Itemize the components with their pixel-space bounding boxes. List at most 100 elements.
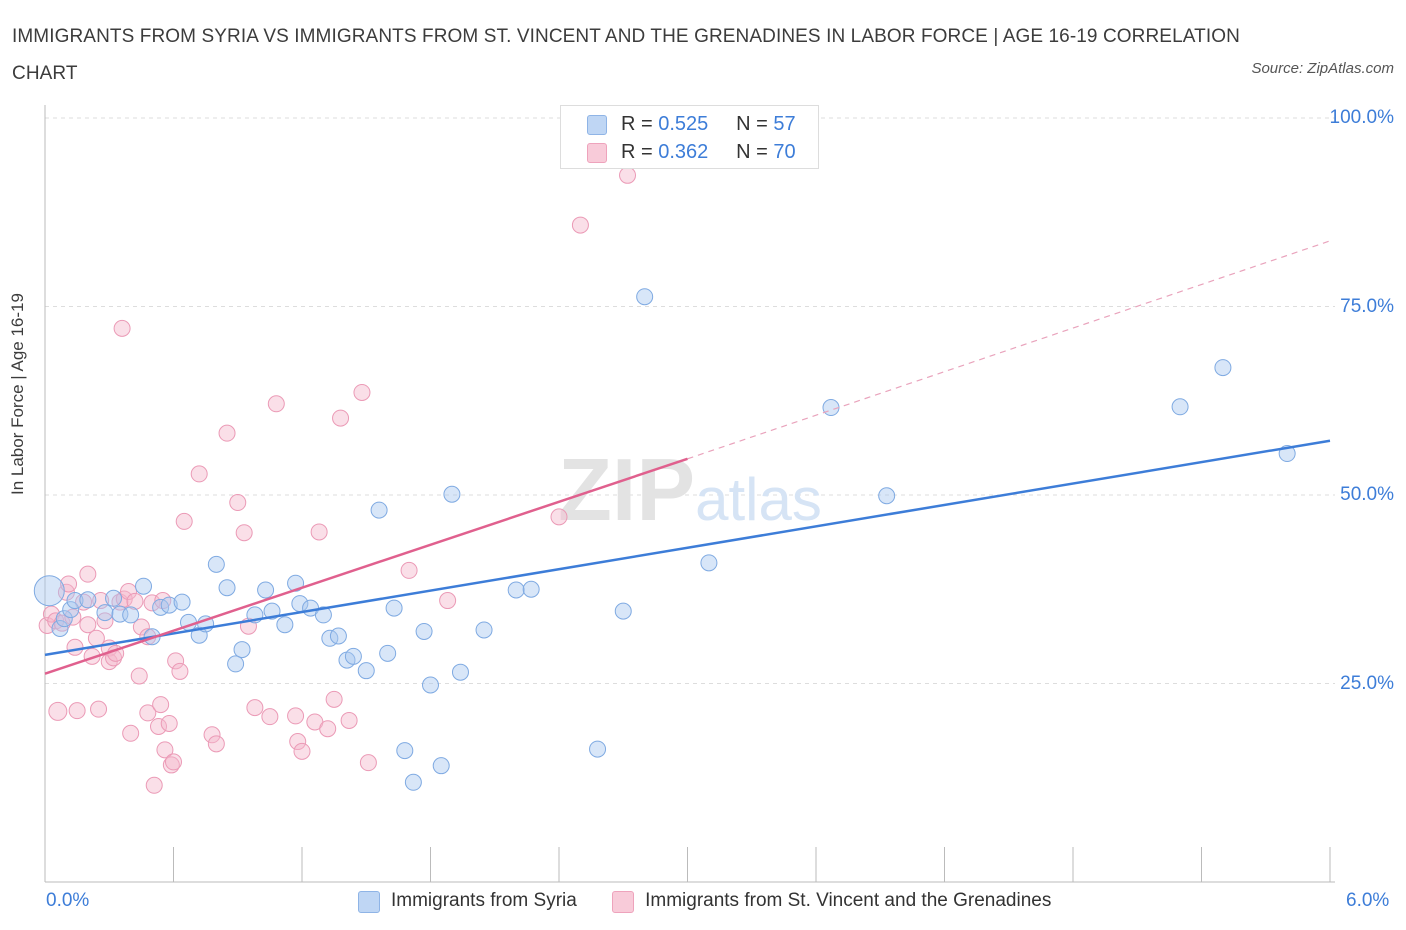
pink-point xyxy=(162,756,180,774)
y-tick-label: 50.0% xyxy=(1340,484,1394,505)
pink-point xyxy=(150,717,168,735)
y-tick-label: 25.0% xyxy=(1340,672,1394,694)
trendlines xyxy=(44,240,1331,675)
blue-point xyxy=(287,574,305,592)
pink-point xyxy=(132,618,150,636)
legend-label: Immigrants from Syria xyxy=(391,890,577,911)
pink-trendline-extension xyxy=(687,240,1331,460)
n-label: N = xyxy=(736,141,774,163)
blue-point xyxy=(344,647,362,665)
pink-point xyxy=(359,754,377,772)
n-value: 70 xyxy=(773,141,796,163)
blue-point xyxy=(329,627,347,645)
pink-point xyxy=(68,702,86,720)
pink-point xyxy=(325,690,343,708)
pink-swatch xyxy=(612,891,635,913)
pink-point xyxy=(353,383,371,401)
pink-point xyxy=(145,776,163,794)
pink-point xyxy=(38,616,56,634)
blue-point xyxy=(33,575,65,607)
pink-point xyxy=(79,565,97,583)
pink-point xyxy=(122,724,140,742)
pink-swatch xyxy=(587,143,607,163)
pink-series-points xyxy=(38,166,637,794)
y-tick-label: 75.0% xyxy=(1340,295,1394,317)
pink-point xyxy=(113,319,131,337)
blue-point xyxy=(700,554,718,572)
chart-title: IMMIGRANTS FROM SYRIA VS IMMIGRANTS FROM… xyxy=(12,26,1240,84)
pink-point xyxy=(156,741,174,759)
gridlines xyxy=(45,117,1335,684)
pink-point xyxy=(319,720,337,738)
pink-point xyxy=(439,592,457,610)
r-value: 0.525 xyxy=(658,113,709,135)
watermark-zip: ZIP xyxy=(558,440,695,539)
pink-point xyxy=(289,733,307,751)
blue-point xyxy=(257,581,275,599)
pink-point xyxy=(130,667,148,685)
pink-point xyxy=(267,395,285,413)
pink-point xyxy=(171,662,189,680)
blue-point xyxy=(636,288,654,306)
pink-point xyxy=(246,699,264,717)
pink-trendline xyxy=(44,457,688,675)
pink-point xyxy=(160,714,178,732)
blue-point xyxy=(233,641,251,659)
pink-point xyxy=(90,700,108,718)
blue-point xyxy=(415,622,433,640)
pink-point xyxy=(332,409,350,427)
blue-point xyxy=(227,655,245,673)
pink-point xyxy=(143,594,161,612)
pink-point xyxy=(400,561,418,579)
blue-swatch xyxy=(587,115,607,135)
blue-point xyxy=(55,610,73,628)
blue-point xyxy=(62,601,80,619)
pink-point xyxy=(66,638,84,656)
legend-item-st-vincent: Immigrants from St. Vincent and the Gren… xyxy=(612,888,1051,914)
pink-point xyxy=(287,707,305,725)
blue-point xyxy=(96,604,114,622)
r-value: 0.362 xyxy=(658,141,709,163)
blue-point xyxy=(276,616,294,634)
blue-point xyxy=(822,399,840,417)
blue-point xyxy=(432,757,450,775)
pink-point xyxy=(571,216,589,234)
r-label: R = xyxy=(621,113,659,135)
pink-point xyxy=(203,726,221,744)
pink-point xyxy=(310,523,328,541)
blue-point xyxy=(522,580,540,598)
series-legend: Immigrants from Syria Immigrants from St… xyxy=(358,888,1081,914)
pink-point xyxy=(293,742,311,760)
blue-point xyxy=(475,621,493,639)
blue-point xyxy=(357,662,375,680)
blue-swatch xyxy=(358,891,380,913)
source-label: Source: ZipAtlas.com xyxy=(1251,60,1394,77)
blue-point xyxy=(451,663,469,681)
legend-label: Immigrants from St. Vincent and the Gren… xyxy=(645,890,1052,911)
pink-point xyxy=(48,701,68,721)
x-tick-label-min: 0.0% xyxy=(46,890,90,911)
pink-point xyxy=(550,508,568,526)
blue-point xyxy=(79,591,97,609)
pink-point xyxy=(126,592,144,610)
n-label: N = xyxy=(736,113,774,135)
pink-point xyxy=(79,616,97,634)
blue-point xyxy=(314,606,332,624)
blue-point xyxy=(404,773,422,791)
pink-point xyxy=(175,512,193,530)
blue-point xyxy=(379,644,397,662)
pink-point xyxy=(165,753,182,771)
blue-point xyxy=(507,581,525,599)
pink-point xyxy=(60,575,78,593)
blue-point xyxy=(385,599,403,617)
y-tick-label: 100.0% xyxy=(1329,107,1394,128)
blue-point xyxy=(66,592,84,610)
blue-point xyxy=(614,602,632,620)
blue-series-points xyxy=(33,288,1296,791)
legend-item-syria: Immigrants from Syria xyxy=(358,888,577,914)
blue-point xyxy=(207,555,225,573)
blue-point xyxy=(160,596,178,614)
blue-point xyxy=(105,589,123,607)
blue-point xyxy=(443,485,461,503)
